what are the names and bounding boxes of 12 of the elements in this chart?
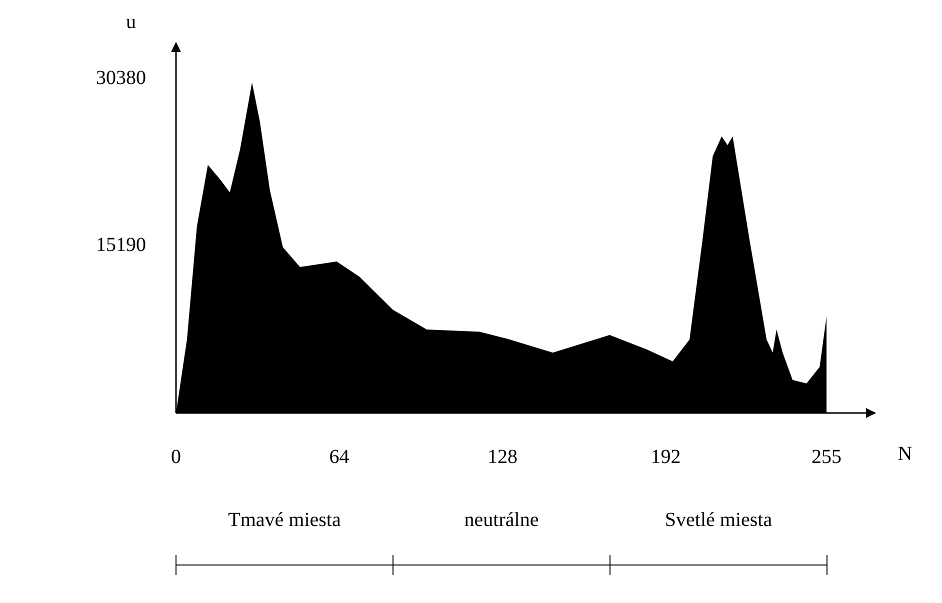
x-tick-label: 128: [488, 446, 518, 468]
x-tick-label: 192: [650, 446, 681, 468]
y-tick-label: 15190: [96, 234, 146, 256]
x-tick-label: 64: [329, 446, 350, 468]
y-tick-label: 30380: [96, 67, 146, 90]
y-axis-title: u: [126, 11, 136, 33]
x-axis-title: N: [898, 443, 912, 465]
text: neutrálne: [464, 509, 539, 531]
x-tick-label: 255: [812, 446, 842, 468]
text: Tmavé miesta: [228, 509, 341, 531]
x-tick-label: 0: [171, 446, 181, 468]
text: Svetlé miesta: [664, 509, 772, 531]
